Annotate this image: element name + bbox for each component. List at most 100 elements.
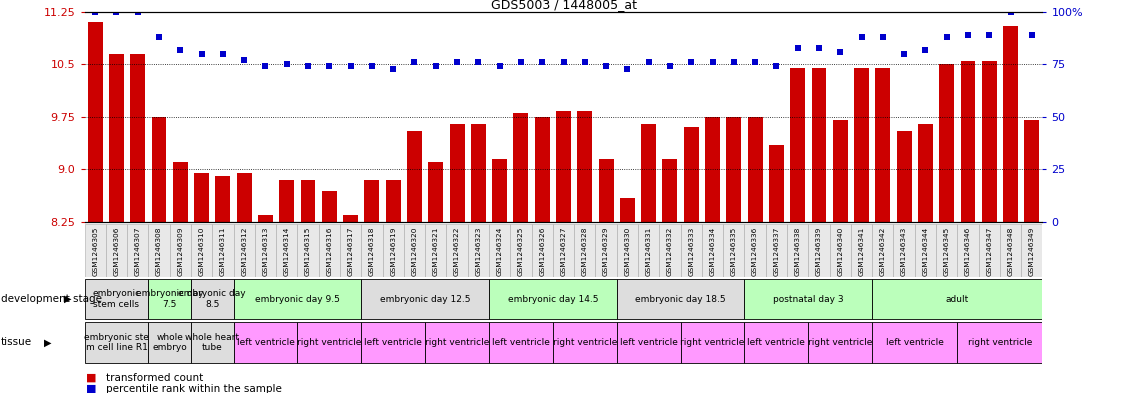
Bar (190, 322, 233, 363)
Bar (428, 162, 443, 222)
Text: left ventricle: left ventricle (237, 338, 294, 347)
Bar (450, 124, 464, 222)
Bar (425, 224, 446, 277)
Bar (957, 224, 978, 277)
Text: left ventricle: left ventricle (747, 338, 806, 347)
Text: GSM1246343: GSM1246343 (902, 227, 907, 276)
Bar (553, 224, 574, 277)
Bar (616, 322, 681, 363)
Text: right ventricle: right ventricle (968, 338, 1032, 347)
Bar (659, 224, 681, 277)
Text: GSM1246348: GSM1246348 (1008, 227, 1013, 276)
Text: embryonic ste
m cell line R1: embryonic ste m cell line R1 (85, 332, 149, 352)
Bar (745, 322, 808, 363)
Bar (255, 224, 276, 277)
Bar (88, 22, 103, 222)
Bar (727, 117, 742, 222)
Text: GSM1246337: GSM1246337 (773, 227, 780, 276)
Bar (194, 173, 210, 222)
Bar (747, 117, 763, 222)
Text: GSM1246341: GSM1246341 (859, 227, 864, 276)
Bar (706, 117, 720, 222)
Text: embryonic day
7.5: embryonic day 7.5 (136, 289, 204, 309)
Bar (149, 279, 190, 320)
Bar (532, 224, 553, 277)
Text: right ventricle: right ventricle (808, 338, 872, 347)
Text: development stage: development stage (1, 294, 103, 304)
Text: GSM1246311: GSM1246311 (220, 227, 225, 276)
Text: GSM1246309: GSM1246309 (177, 227, 184, 276)
Bar (745, 224, 765, 277)
Bar (897, 131, 912, 222)
Bar (641, 124, 656, 222)
Bar (787, 224, 808, 277)
Bar (876, 68, 890, 222)
Bar (109, 54, 124, 222)
Text: GSM1246317: GSM1246317 (347, 227, 354, 276)
Bar (492, 159, 507, 222)
Bar (319, 224, 340, 277)
Bar (957, 322, 1042, 363)
Bar (298, 224, 319, 277)
Text: GSM1246310: GSM1246310 (198, 227, 205, 276)
Bar (790, 68, 805, 222)
Bar (1000, 224, 1021, 277)
Bar (279, 180, 294, 222)
Bar (745, 279, 872, 320)
Bar (577, 111, 593, 222)
Text: GSM1246335: GSM1246335 (730, 227, 737, 276)
Bar (937, 224, 957, 277)
Bar (663, 159, 677, 222)
Text: GSM1246312: GSM1246312 (241, 227, 247, 276)
Bar (362, 224, 382, 277)
Bar (978, 224, 1000, 277)
Text: left ventricle: left ventricle (620, 338, 677, 347)
Text: GSM1246344: GSM1246344 (922, 227, 929, 276)
Bar (553, 322, 616, 363)
Text: GSM1246315: GSM1246315 (305, 227, 311, 276)
Bar (574, 224, 595, 277)
Text: GSM1246305: GSM1246305 (92, 227, 98, 276)
Bar (872, 322, 957, 363)
Text: embryonic
stem cells: embryonic stem cells (92, 289, 141, 309)
Bar (915, 224, 937, 277)
Bar (1021, 224, 1042, 277)
Text: GSM1246316: GSM1246316 (327, 227, 332, 276)
Bar (489, 322, 553, 363)
Bar (362, 279, 489, 320)
Text: right ventricle: right ventricle (681, 338, 745, 347)
Bar (1024, 120, 1039, 222)
Text: GSM1246328: GSM1246328 (582, 227, 588, 276)
Text: GSM1246345: GSM1246345 (943, 227, 950, 276)
Text: embryonic day 14.5: embryonic day 14.5 (507, 295, 598, 303)
Text: whole heart
tube: whole heart tube (185, 332, 239, 352)
Text: right ventricle: right ventricle (298, 338, 362, 347)
Text: ■: ■ (86, 373, 96, 383)
Bar (808, 322, 872, 363)
Text: GSM1246336: GSM1246336 (752, 227, 758, 276)
Bar (364, 180, 380, 222)
Text: GSM1246307: GSM1246307 (135, 227, 141, 276)
Text: right ventricle: right ventricle (552, 338, 616, 347)
Bar (939, 64, 955, 222)
Text: GSM1246338: GSM1246338 (795, 227, 800, 276)
Bar (872, 279, 1042, 320)
Bar (190, 224, 212, 277)
Bar (489, 279, 616, 320)
Bar (960, 61, 976, 222)
Text: GSM1246319: GSM1246319 (390, 227, 397, 276)
Text: whole
embryo: whole embryo (152, 332, 187, 352)
Bar (514, 114, 529, 222)
Bar (403, 224, 425, 277)
Bar (808, 224, 829, 277)
Text: GSM1246320: GSM1246320 (411, 227, 417, 276)
Bar (702, 224, 724, 277)
Text: postnatal day 3: postnatal day 3 (773, 295, 844, 303)
Bar (919, 124, 933, 222)
Bar (298, 322, 362, 363)
Bar (382, 224, 403, 277)
Bar (149, 224, 170, 277)
Bar (681, 322, 745, 363)
Text: embryonic day
8.5: embryonic day 8.5 (178, 289, 246, 309)
Bar (511, 224, 532, 277)
